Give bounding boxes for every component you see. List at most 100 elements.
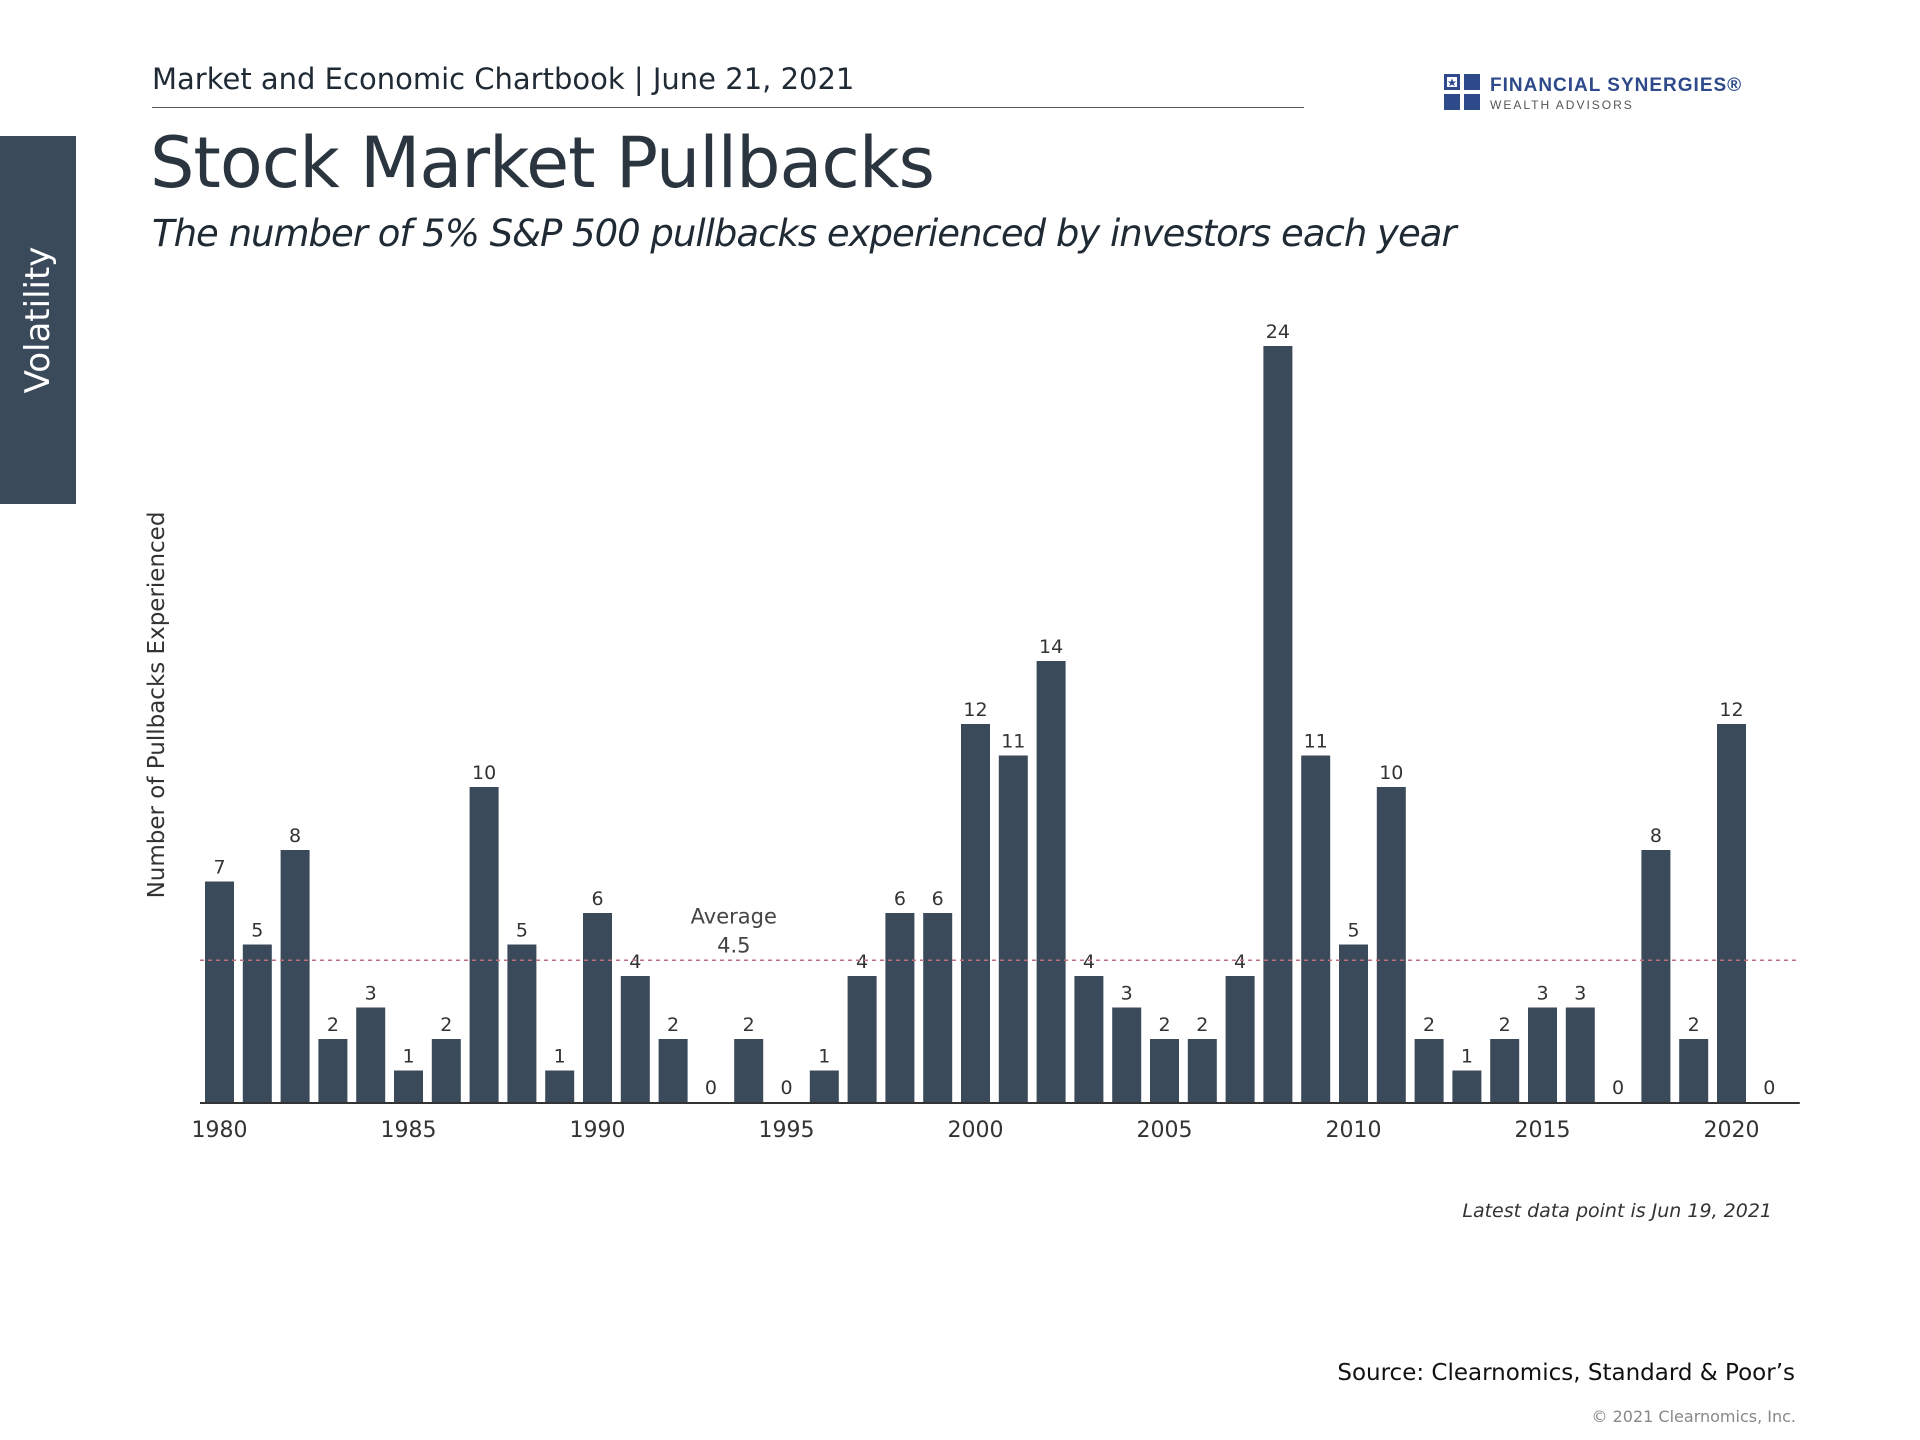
y-axis-label: Number of Pullbacks Experienced <box>144 512 170 899</box>
chartbook-header: Market and Economic Chartbook | June 21,… <box>152 62 855 96</box>
bar-value-label-1986: 2 <box>440 1014 452 1036</box>
bar-2005 <box>1150 1039 1179 1102</box>
bar-1986 <box>431 1039 461 1102</box>
x-tick-1995: 1995 <box>759 1118 815 1143</box>
x-tick-2005: 2005 <box>1137 1118 1193 1143</box>
latest-data-note: Latest data point is Jun 19, 2021 <box>1462 1200 1772 1222</box>
bar-value-label-2010: 5 <box>1347 920 1359 942</box>
bar-1987 <box>469 787 499 1102</box>
x-tick-1990: 1990 <box>570 1118 626 1143</box>
bar-value-label-1983: 2 <box>327 1014 339 1036</box>
x-tick-1985: 1985 <box>381 1118 437 1143</box>
bar-value-label-2019: 2 <box>1688 1014 1700 1036</box>
bar-1989 <box>545 1070 575 1102</box>
bar-2013 <box>1452 1070 1482 1102</box>
logo-subtitle: WEALTH ADVISORS <box>1490 98 1634 112</box>
flag-grid-icon <box>1444 74 1480 110</box>
bar-value-label-1997: 4 <box>856 951 868 973</box>
bar-2010 <box>1339 944 1368 1102</box>
bar-value-label-2020: 12 <box>1719 699 1743 721</box>
x-tick-labels: 1980 1985 1990 1995 2000 2005 2010 2015 2020 <box>192 1118 1760 1143</box>
bar-value-label-2021: 0 <box>1763 1077 1775 1099</box>
header-divider <box>152 107 1304 108</box>
bar-value-label-2004: 3 <box>1121 983 1133 1005</box>
bar-value-label-2018: 8 <box>1650 825 1662 847</box>
bar-value-label-1982: 8 <box>289 825 301 847</box>
bar-value-label-1989: 1 <box>554 1046 566 1068</box>
bar-1981 <box>242 944 272 1102</box>
bar-value-label-2002: 14 <box>1039 636 1063 658</box>
bar-1990 <box>583 913 612 1102</box>
bar-2008 <box>1263 346 1293 1102</box>
bar-value-label-2012: 2 <box>1423 1014 1435 1036</box>
volatility-tab: Volatility <box>0 136 76 504</box>
bar-value-label-2008: 24 <box>1266 321 1290 343</box>
bar-2014 <box>1490 1039 1520 1102</box>
bar-2001 <box>998 755 1028 1102</box>
bar-value-label-2007: 4 <box>1234 951 1246 973</box>
bar-2006 <box>1187 1039 1217 1102</box>
x-tick-2015: 2015 <box>1515 1118 1571 1143</box>
bar-value-label-1992: 2 <box>667 1014 679 1036</box>
source-text: Source: Clearnomics, Standard & Poor’s <box>1337 1360 1795 1386</box>
bar-1994 <box>734 1039 764 1102</box>
bar-value-label-2000: 12 <box>963 699 987 721</box>
logo-name: FINANCIAL SYNERGIES® <box>1490 75 1743 96</box>
bar-value-label-2013: 1 <box>1461 1046 1473 1068</box>
bar-value-label-2015: 3 <box>1536 983 1548 1005</box>
bar-value-label-1985: 1 <box>402 1046 414 1068</box>
bar-value-label-2005: 2 <box>1158 1014 1170 1036</box>
bar-value-label-1988: 5 <box>516 920 528 942</box>
bar-2016 <box>1565 1007 1595 1102</box>
average-label: Average <box>691 904 777 928</box>
company-logo: FINANCIAL SYNERGIES® WEALTH ADVISORS <box>1444 74 1754 114</box>
bar-1991 <box>620 976 650 1102</box>
bar-value-label-2016: 3 <box>1574 983 1586 1005</box>
bar-1998 <box>885 913 915 1102</box>
bar-value-label-1999: 6 <box>932 888 944 910</box>
chart-title: Stock Market Pullbacks <box>150 122 935 204</box>
bar-2002 <box>1036 661 1066 1102</box>
bar-1985 <box>394 1070 423 1102</box>
bar-2000 <box>961 724 990 1102</box>
bar-1992 <box>658 1039 688 1102</box>
bar-1996 <box>809 1070 839 1102</box>
bar-2003 <box>1074 976 1104 1102</box>
bar-value-label-2003: 4 <box>1083 951 1095 973</box>
x-tick-2020: 2020 <box>1704 1118 1760 1143</box>
bar-value-label-1991: 4 <box>629 951 641 973</box>
bar-value-label-2006: 2 <box>1196 1014 1208 1036</box>
bar-value-label-1981: 5 <box>251 920 263 942</box>
bar-2012 <box>1414 1039 1444 1102</box>
bar-value-label-1990: 6 <box>591 888 603 910</box>
average-value: 4.5 <box>717 933 750 957</box>
bar-value-label-1980: 7 <box>213 857 225 879</box>
x-tick-1980: 1980 <box>192 1118 248 1143</box>
bar-value-label-2014: 2 <box>1499 1014 1511 1036</box>
bar-value-label-1996: 1 <box>818 1046 830 1068</box>
bar-value-label-1984: 3 <box>365 983 377 1005</box>
bar-value-label-1993: 0 <box>705 1077 717 1099</box>
bar-1982 <box>280 850 310 1102</box>
bar-2019 <box>1679 1039 1709 1102</box>
bar-value-label-2001: 11 <box>1001 731 1025 753</box>
bar-1984 <box>356 1007 386 1102</box>
bar-1999 <box>923 913 953 1102</box>
bar-2007 <box>1225 976 1255 1102</box>
x-tick-2000: 2000 <box>948 1118 1004 1143</box>
chart-subtitle: The number of 5% S&P 500 pullbacks exper… <box>152 212 1457 255</box>
x-tick-2010: 2010 <box>1326 1118 1382 1143</box>
bar-value-label-2017: 0 <box>1612 1077 1624 1099</box>
bar-value-label-1994: 2 <box>743 1014 755 1036</box>
bar-2018 <box>1641 850 1671 1102</box>
bars-group <box>205 346 1746 1102</box>
bar-2004 <box>1112 1007 1142 1102</box>
bar-2015 <box>1528 1007 1557 1102</box>
bar-value-label-1998: 6 <box>894 888 906 910</box>
bar-value-label-2009: 11 <box>1304 731 1328 753</box>
bar-2009 <box>1301 755 1331 1102</box>
bar-1988 <box>507 944 537 1102</box>
bar-2011 <box>1376 787 1406 1102</box>
